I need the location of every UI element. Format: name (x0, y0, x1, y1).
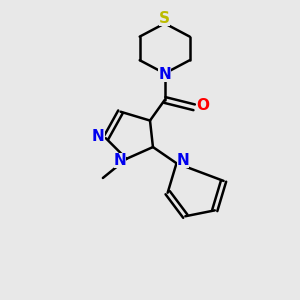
Text: N: N (158, 68, 171, 82)
Text: N: N (177, 153, 189, 168)
Text: O: O (196, 98, 209, 113)
Text: N: N (114, 153, 126, 168)
Text: S: S (159, 11, 170, 26)
Text: N: N (92, 129, 105, 144)
